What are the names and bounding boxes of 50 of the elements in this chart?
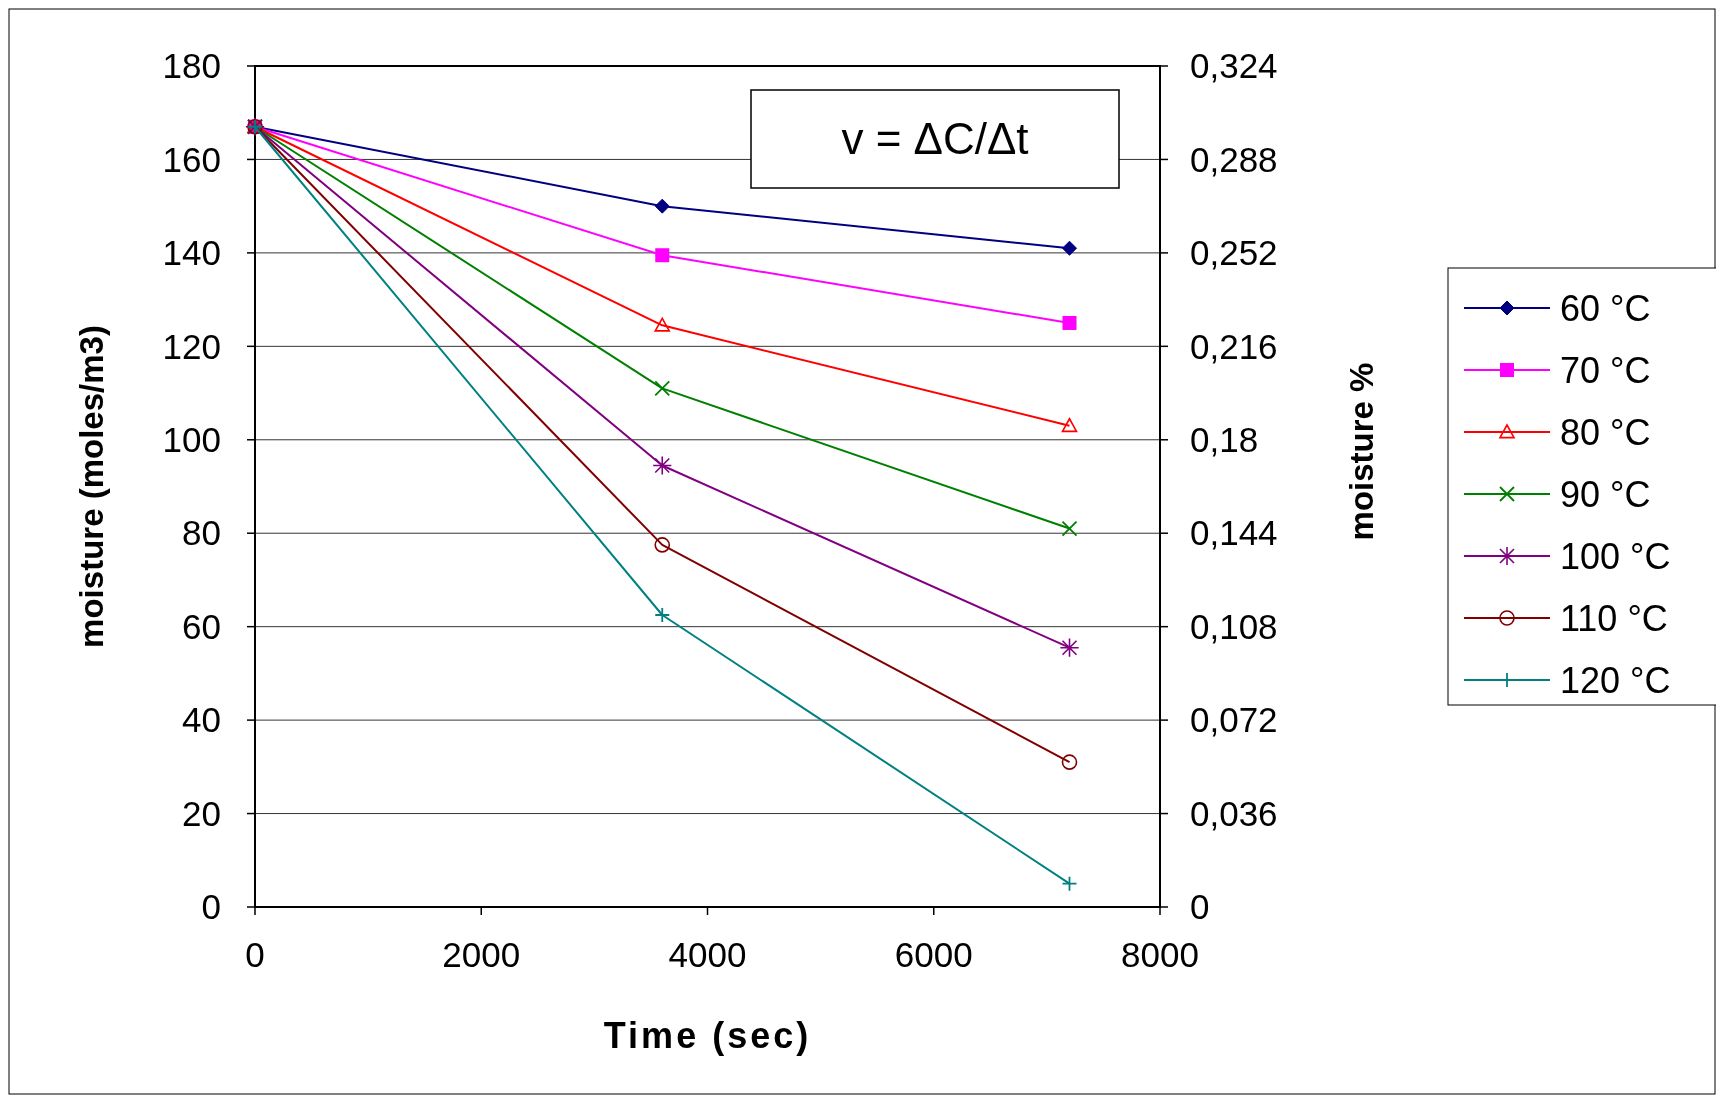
y2-tick-label: 0,18 [1190, 420, 1259, 460]
y2-tick-label: 0,324 [1190, 46, 1278, 86]
annotation: v = ΔC/Δt [841, 114, 1029, 164]
y-tick-label: 60 [182, 606, 221, 646]
y-tick-label: 80 [182, 513, 221, 553]
x-axis-title: Time (sec) [603, 1015, 812, 1056]
point [1062, 315, 1077, 330]
point [1062, 240, 1077, 256]
x-tick-label: 6000 [894, 935, 973, 974]
point [654, 317, 671, 332]
y-tick-label: 40 [182, 700, 221, 740]
point [1059, 637, 1080, 658]
point [655, 248, 670, 263]
y-tick-label: 180 [162, 46, 221, 86]
y-tick-label: 100 [162, 420, 221, 460]
legend-label: 110 °C [1560, 597, 1668, 639]
legend-label: 120 °C [1560, 659, 1671, 701]
point [652, 455, 673, 476]
point [654, 198, 670, 214]
y2-tick-label: 0,252 [1190, 233, 1278, 273]
y2-tick-label: 0,036 [1190, 793, 1278, 833]
y2-tick-label: 0 [1190, 887, 1210, 927]
y2-tick-label: 0,108 [1190, 606, 1278, 646]
point [1061, 875, 1078, 892]
legend-label: 100 °C [1560, 535, 1671, 577]
y-tick-label: 160 [162, 139, 221, 179]
y-tick-label: 20 [182, 793, 221, 833]
x-tick-label: 0 [245, 935, 265, 974]
point [1061, 520, 1078, 537]
legend-label: 60 °C [1560, 287, 1651, 329]
y2-tick-label: 0,072 [1190, 700, 1278, 740]
y2-tick-label: 0,288 [1190, 139, 1278, 179]
y2-tick-label: 0,216 [1190, 326, 1278, 366]
y-tick-label: 120 [162, 326, 221, 366]
y2-tick-label: 0,144 [1190, 513, 1278, 553]
point [654, 607, 671, 623]
point [1061, 754, 1078, 770]
x-tick-label: 4000 [668, 935, 747, 974]
y2-axis-title: moisture % [1343, 362, 1380, 541]
point [654, 537, 671, 553]
point [1061, 417, 1078, 433]
legend-label: 90 °C [1560, 473, 1651, 515]
point [654, 380, 671, 397]
legend-label: 70 °C [1560, 349, 1651, 391]
y-axis-title: moisture (moles/m3) [73, 325, 110, 648]
legend-label: 80 °C [1560, 411, 1651, 453]
x-tick-label: 2000 [442, 935, 521, 974]
y-tick-label: 0 [201, 887, 221, 927]
y-tick-label: 140 [162, 233, 221, 273]
x-tick-label: 8000 [1121, 935, 1199, 974]
